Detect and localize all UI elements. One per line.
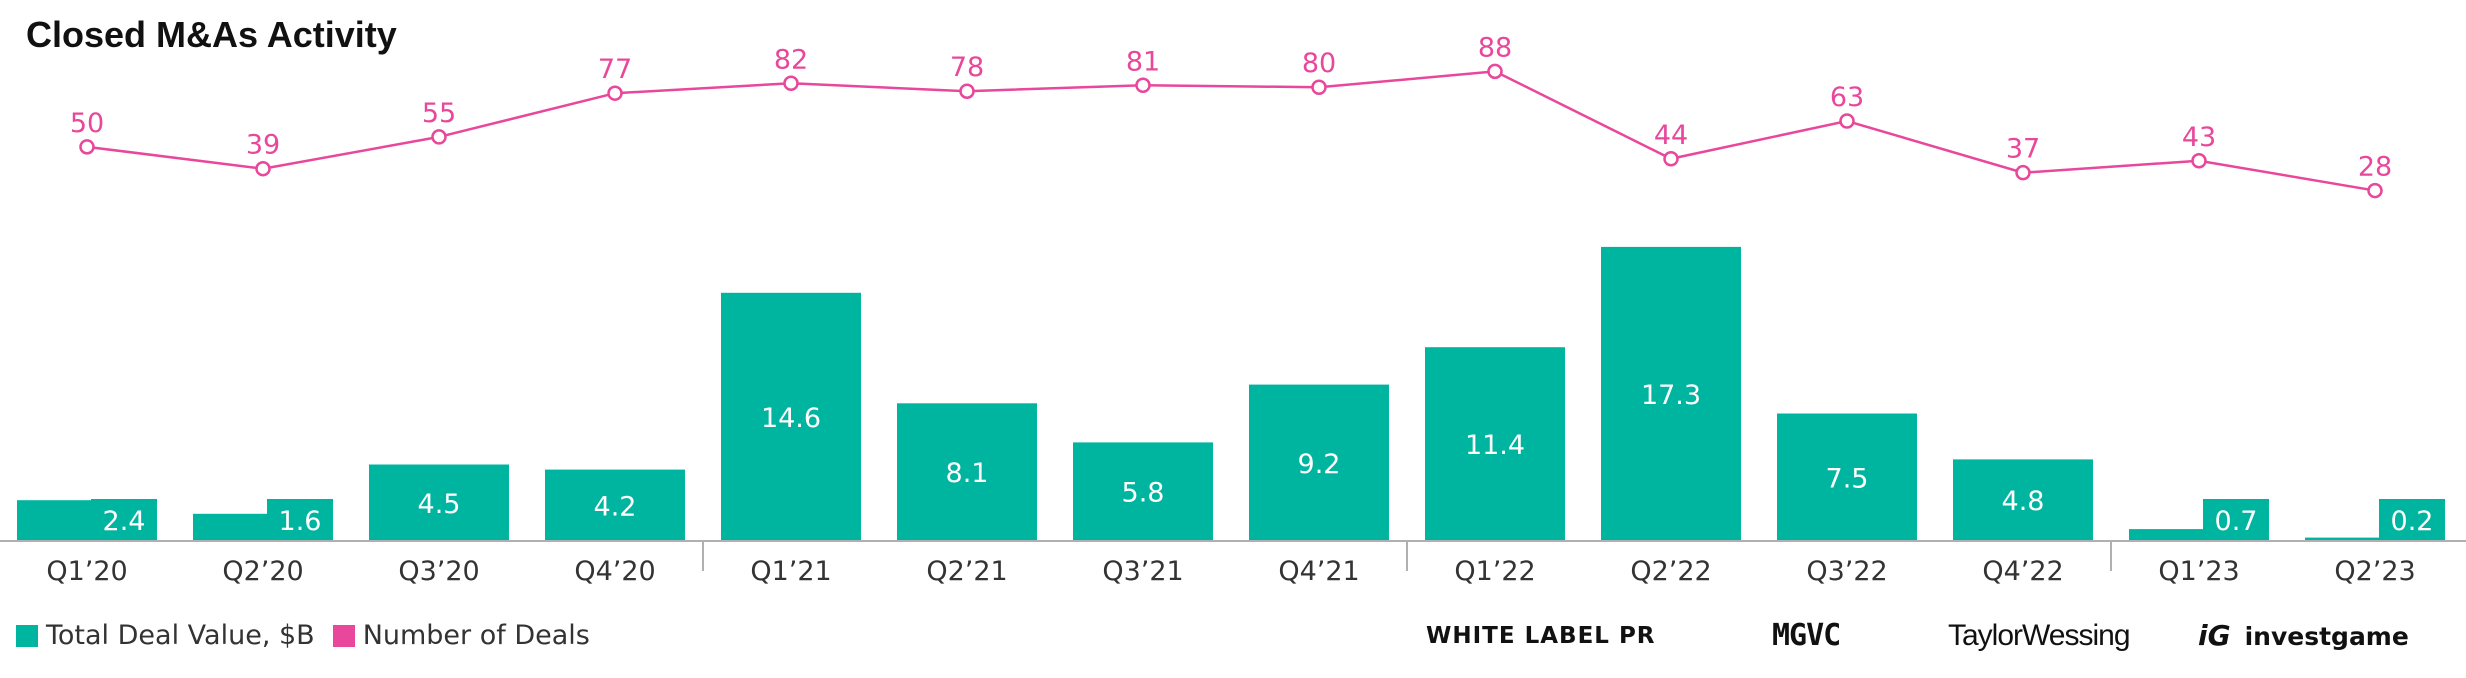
x-tick-label-5: Q2’21 [926,556,1007,587]
x-tick-label-13: Q2’23 [2334,556,2415,587]
bar-value-label-13: 0.2 [2391,506,2434,537]
deals-value-label-4: 82 [774,44,808,75]
deals-point-1 [255,160,271,177]
bar-series [17,246,2445,541]
deals-point-12 [2191,153,2207,169]
bar-value-labels: 2.4 1.6 4.5 4.2 14.6 8.1 5.8 9.2 11.4 17.3 7.5 4.8 0… [91,380,2445,541]
deals-point-3 [607,85,623,101]
bar-value-tag-13 [2379,499,2445,541]
investgame-wordmark: investgame [2244,622,2409,651]
deals-value-label-6: 81 [1126,46,1160,77]
bar-2 [369,464,509,541]
deals-point-10 [1839,113,1855,129]
deals-value-label-11: 37 [2006,134,2040,165]
white-label-pr-logo: WHITE LABEL PR [1426,623,1656,649]
x-tick-label-6: Q3’21 [1102,556,1183,587]
deals-point-9 [1663,151,1679,167]
bar-12 [2129,529,2269,541]
legend-item-deal-value: Total Deal Value, $B [16,620,315,651]
taylor-wessing-logo: TaylorWessing [1948,619,2131,652]
x-tick-label-11: Q4’22 [1982,556,2063,587]
deals-point-2 [431,129,447,145]
bar-value-label-11: 4.8 [2002,486,2045,517]
bar-value-label-1: 1.6 [279,506,322,537]
chart-title: Closed M&As Activity [26,14,397,55]
deals-value-label-2: 55 [422,98,456,129]
deals-value-label-0: 50 [70,108,104,139]
x-tick-label-10: Q3’22 [1806,556,1887,587]
bar-value-label-0: 2.4 [103,506,146,537]
brand-logos: WHITE LABEL PR MGVC TaylorWessing iG inve… [1420,616,2440,656]
deals-point-5 [959,83,975,99]
bar-value-label-2: 4.5 [418,489,461,520]
bar-13 [2305,537,2445,541]
bar-7 [1249,384,1389,541]
year-separators [702,541,2112,571]
deals-point-8 [1487,63,1503,80]
legend-item-deal-count: Number of Deals [332,620,590,651]
bar-6 [1073,442,1213,541]
line-series: 50 39 55 77 82 78 81 80 88 44 63 37 43 28 [70,32,2392,199]
deals-line [86,70,2376,192]
deals-value-label-13: 28 [2358,152,2392,183]
deals-point-4 [783,75,799,92]
x-tick-label-0: Q1’20 [46,556,127,587]
bar-value-label-8: 11.4 [1465,430,1525,461]
deals-value-label-10: 63 [1830,82,1864,113]
deals-value-label-12: 43 [2182,122,2216,153]
deals-value-label-8: 88 [1478,32,1512,63]
deals-value-label-9: 44 [1654,120,1688,151]
investgame-logo: iG investgame [2198,616,2409,656]
bar-10 [1777,413,1917,541]
legend-label-deal-count: Number of Deals [362,620,590,651]
x-tick-label-1: Q2’20 [222,556,303,587]
bar-value-label-5: 8.1 [946,458,989,489]
bar-5 [897,403,1037,541]
bar-4 [721,292,861,541]
bar-3 [545,469,685,541]
x-tick-label-9: Q2’22 [1630,556,1711,587]
deals-point-13 [2367,182,2383,199]
x-tick-label-2: Q3’20 [398,556,479,587]
deals-point-0 [79,139,95,155]
legend-swatch-deal-count [332,624,355,647]
x-tick-label-8: Q1’22 [1454,556,1535,587]
bar-8 [1425,347,1565,541]
investgame-mark-icon: iG [2198,619,2231,652]
x-tick-label-4: Q1’21 [750,556,831,587]
deals-value-label-1: 39 [246,130,280,161]
bar-value-tag-0 [91,499,157,541]
bar-value-label-6: 5.8 [1122,478,1165,509]
bar-11 [1953,459,2093,541]
bar-value-label-3: 4.2 [594,491,637,522]
legend-label-deal-value: Total Deal Value, $B [46,620,315,651]
deals-value-label-5: 78 [950,52,984,83]
bar-value-tag-1 [267,499,333,541]
x-tick-label-7: Q4’21 [1278,556,1359,587]
legend: Total Deal Value, $B Number of Deals [16,620,608,651]
x-tick-labels: Q1’20 Q2’20 Q3’20 Q4’20 Q1’21 Q2’21 Q3’21 Q4’21… [46,556,2415,587]
bar-value-label-9: 17.3 [1641,380,1701,411]
deals-value-label-3: 77 [598,54,632,85]
bar-value-label-10: 7.5 [1826,463,1869,494]
legend-swatch-deal-value [16,624,38,647]
bar-value-label-7: 9.2 [1298,449,1341,480]
deals-point-6 [1135,77,1151,94]
deals-point-7 [1311,79,1327,95]
bar-value-tag-12 [2203,499,2269,541]
bar-value-label-4: 14.6 [761,403,821,434]
x-tick-label-3: Q4’20 [574,556,655,587]
x-tick-label-12: Q1’23 [2158,556,2239,587]
bar-value-label-12: 0.7 [2215,506,2258,537]
deals-value-label-7: 80 [1302,48,1336,79]
mgvc-logo: MGVC [1772,618,1841,653]
bar-9 [1601,246,1741,541]
deals-point-11 [2015,164,2031,181]
